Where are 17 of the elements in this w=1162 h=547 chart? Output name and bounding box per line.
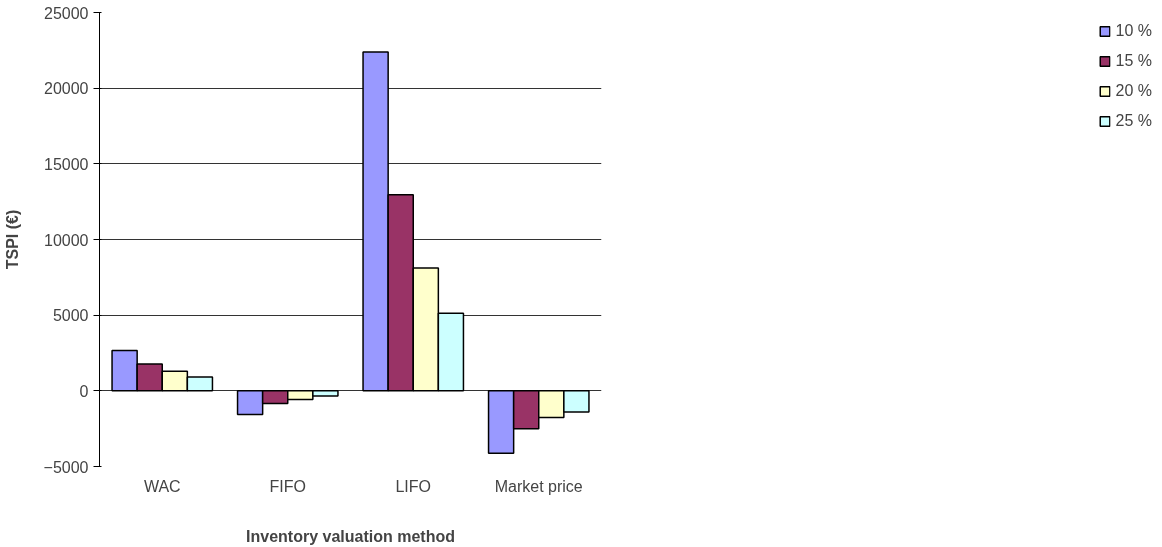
x-tick-label: LIFO [395,477,432,495]
x-tick-label: Market price [494,477,583,495]
x-tick-label: WAC [143,477,181,495]
legend-label: 25 % [1115,112,1152,130]
legend-label: 15 % [1115,52,1152,70]
y-tick-label: −5000 [43,458,89,476]
y-tick-label: 20000 [44,80,89,98]
legend-label: 10 % [1115,22,1152,40]
y-tick-label: 10000 [44,231,89,249]
y-axis-title: TSPI (€) [3,209,21,270]
y-tick-label: 0 [79,382,89,400]
x-tick-label: FIFO [269,477,306,495]
y-tick-label: 25000 [44,4,89,22]
y-tick-label: 15000 [44,155,89,173]
x-axis-title: Inventory valuation method [246,527,455,545]
legend-label: 20 % [1115,82,1152,100]
y-tick-label: 5000 [52,307,89,325]
